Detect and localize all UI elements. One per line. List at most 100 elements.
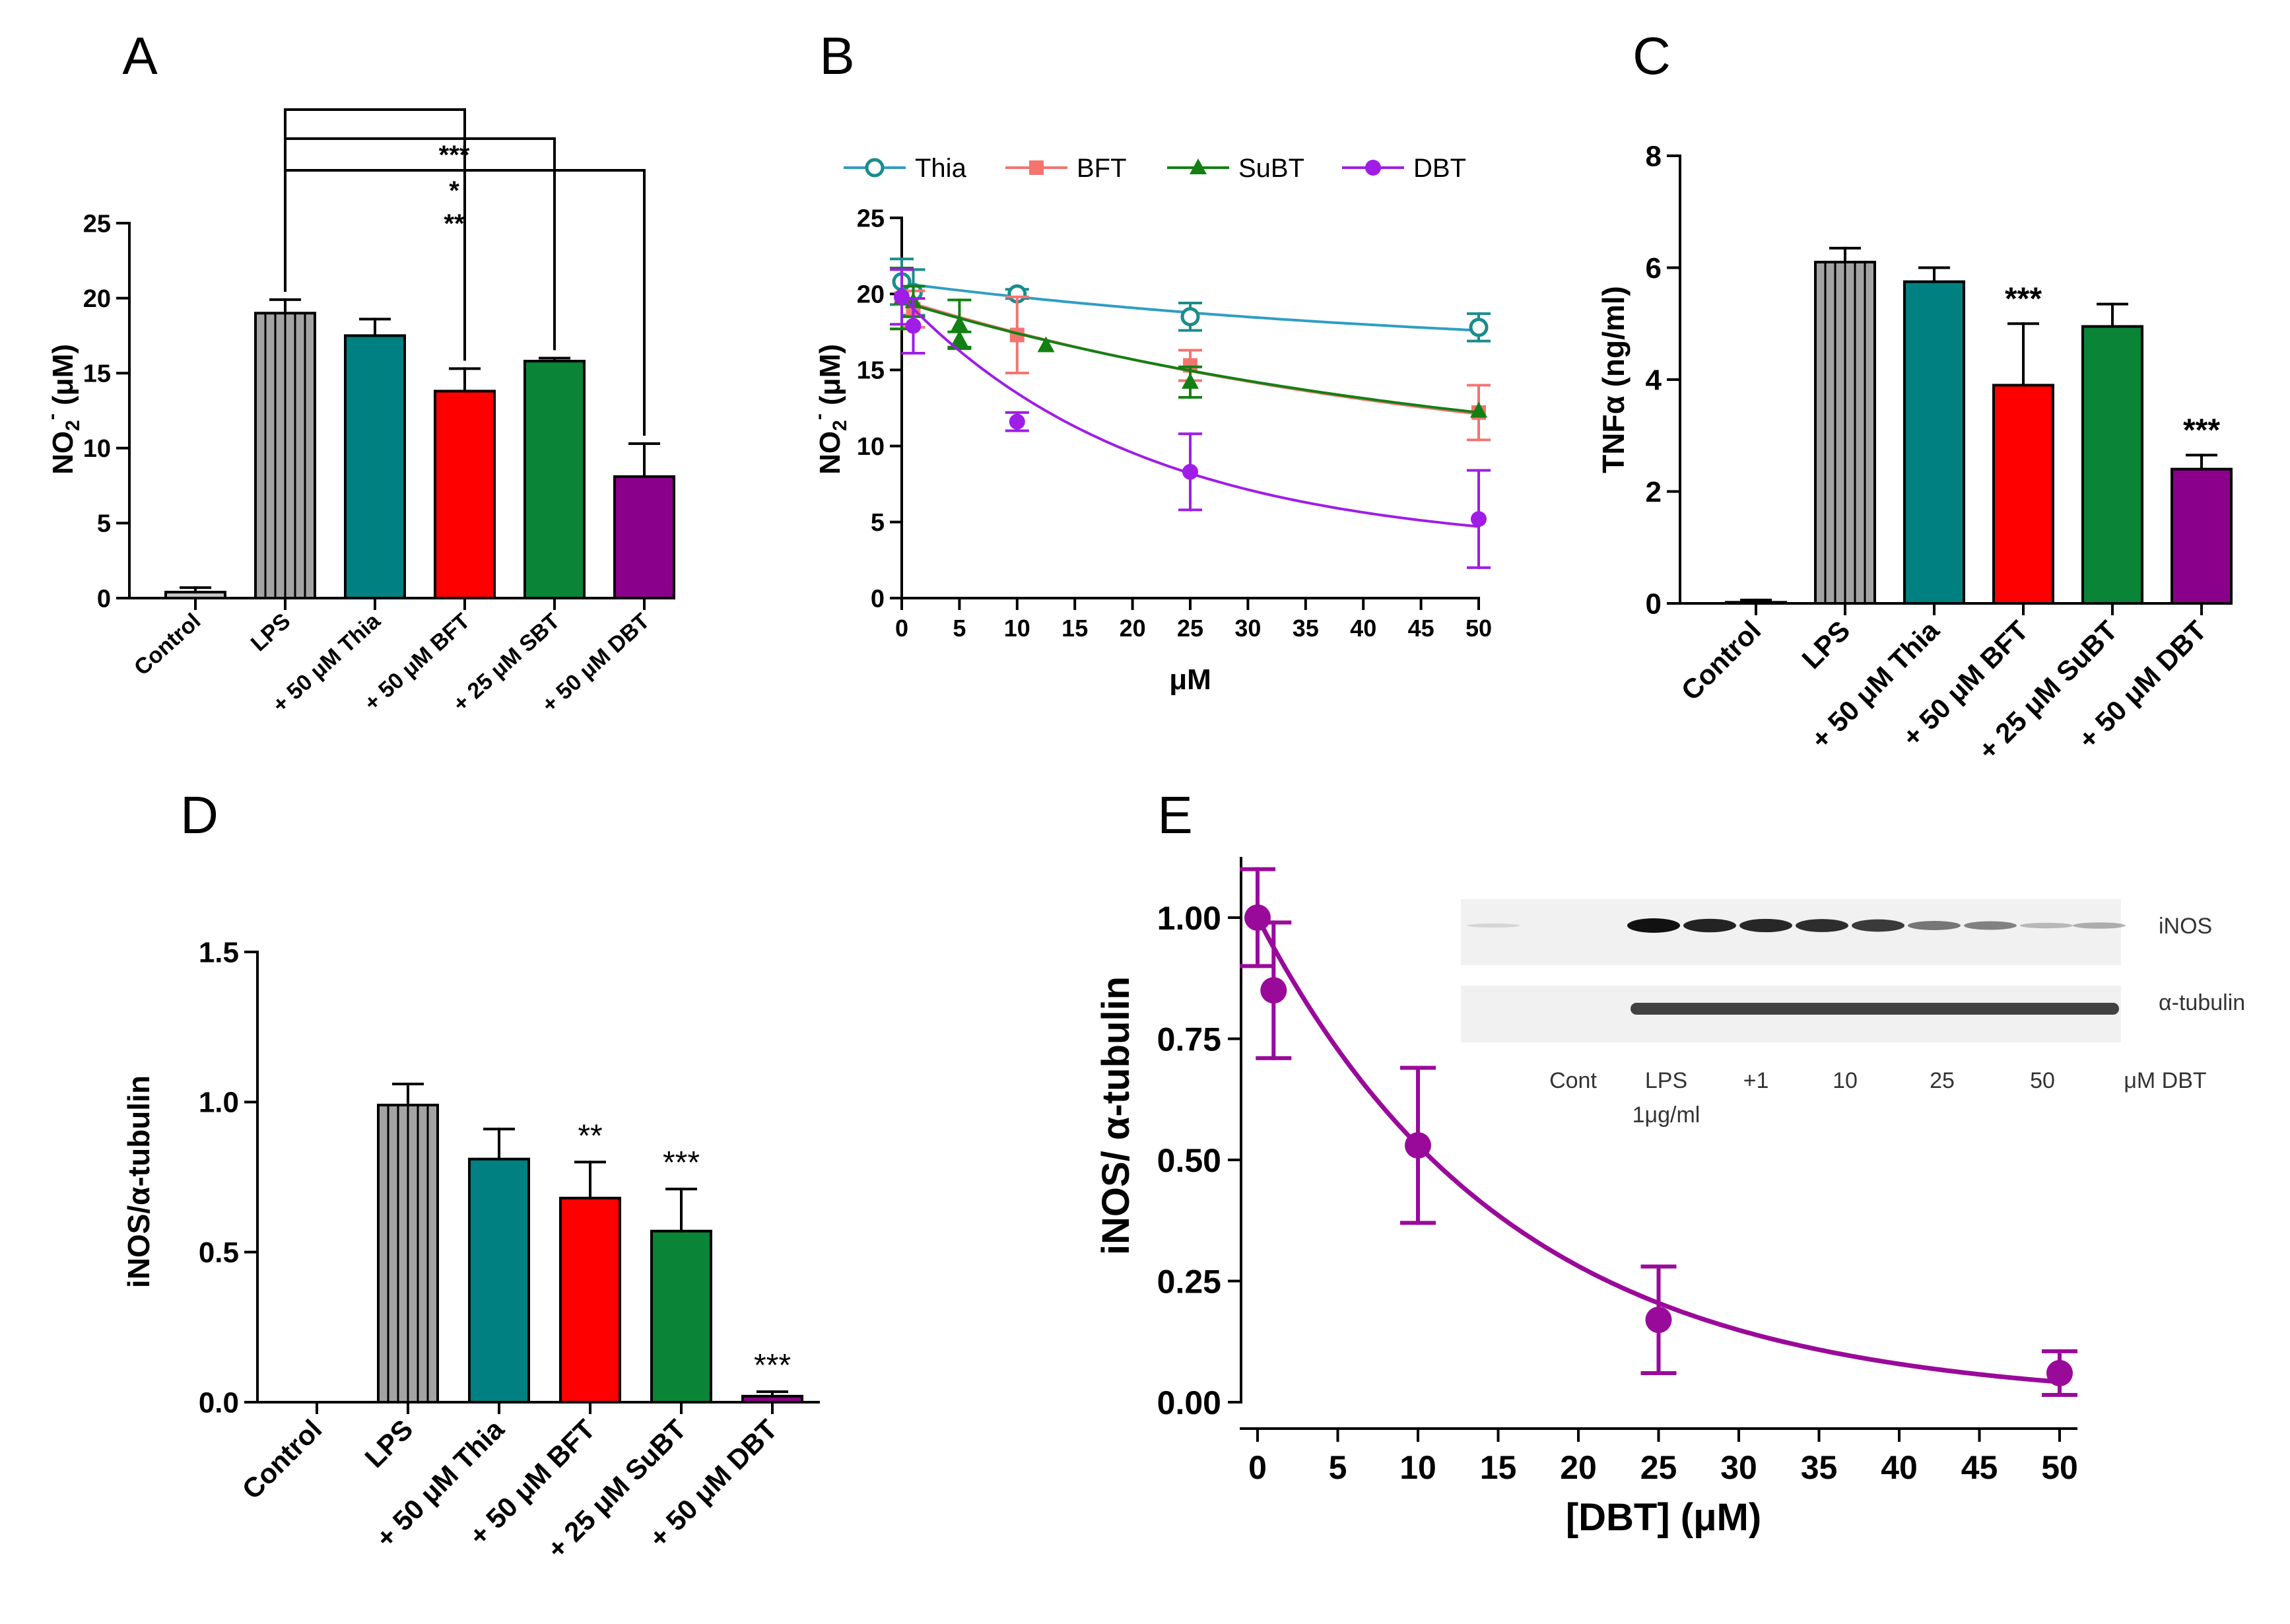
blot-inos-label: iNOS <box>2159 914 2212 939</box>
panel-a-significance: ** <box>444 209 465 238</box>
panel-e-x-tick-label: 35 <box>1801 1449 1838 1486</box>
panel-letter-e: E <box>1157 786 1192 844</box>
panel-b-x-tick-label: 15 <box>1061 615 1088 642</box>
panel-a-y-tick-label: 5 <box>97 510 111 538</box>
panel-a-significance: *** <box>439 141 470 170</box>
panel-b-legend-label: Thia <box>915 154 967 183</box>
panel-b-point-subt <box>951 330 968 347</box>
panel-b-x-tick-label: 5 <box>953 615 966 642</box>
panel-c-y-tick-label: 8 <box>1646 140 1662 172</box>
panel-b-legend-marker <box>865 158 885 178</box>
panel-d-y-tick-label: 1.5 <box>199 936 239 968</box>
panel-d-significance: *** <box>663 1145 700 1180</box>
blot-lane-label: 25 <box>1930 1068 1955 1093</box>
blot-tubulin-label: α-tubulin <box>2159 990 2245 1015</box>
blot-inos-band <box>1683 918 1736 933</box>
panel-a-bar-4 <box>523 360 586 599</box>
panel-e-x-tick-label: 20 <box>1560 1449 1597 1486</box>
panel-a-bar-5 <box>613 475 675 600</box>
panel-b-y-tick-label: 5 <box>871 509 885 537</box>
panel-a-category-label: LPS <box>246 609 296 656</box>
panel-d-bar-3 <box>559 1196 621 1404</box>
blot-inos-band <box>1796 919 1848 932</box>
panel-b-legend-marker <box>1029 160 1044 175</box>
panel-e-x-tick-label: 45 <box>1961 1449 1998 1486</box>
panel-e-y-label: iNOS/ α-tubulin <box>1094 976 1137 1255</box>
panel-b-y-tick-label: 15 <box>857 357 885 385</box>
panel-e-x-tick-label: 15 <box>1480 1449 1517 1486</box>
panel-a-significance: * <box>449 176 459 205</box>
panel-b-point-thia <box>1180 307 1200 327</box>
panel-letter-b: B <box>819 26 854 85</box>
panel-c-y-label: TNFα (ng/ml) <box>1596 286 1631 473</box>
panel-e-x-label: [DBT] (μM) <box>1566 1496 1761 1539</box>
panel-d-y-tick-label: 1.0 <box>199 1087 239 1119</box>
panel-b-x-tick-label: 30 <box>1234 615 1261 642</box>
panel-e-y-tick-label: 1.00 <box>1157 900 1221 937</box>
blot-tubulin-band <box>1631 1003 2119 1015</box>
panel-b-point-dbt <box>1182 463 1198 480</box>
panel-b-y-tick-label: 10 <box>857 433 885 461</box>
panel-e-x-tick-label: 0 <box>1248 1449 1267 1486</box>
panel-b-y-label-unit: (μM) <box>814 344 846 413</box>
blot-inos-band <box>1964 921 2017 930</box>
panel-b-point-dbt <box>905 318 922 334</box>
panel-b-legend-label: DBT <box>1413 154 1466 183</box>
blot-lane-label: Cont <box>1549 1068 1597 1093</box>
panel-b-x-tick-label: 10 <box>1004 615 1030 642</box>
panel-b-point-dbt <box>1471 511 1487 527</box>
panel-b-y-tick-label: 20 <box>857 281 885 309</box>
panel-a-y-label-sup: - <box>41 413 63 420</box>
panel-e-y-tick-label: 0.75 <box>1157 1021 1221 1058</box>
panel-a-y-label-main: NO <box>47 431 79 475</box>
panel-e-point <box>1645 1306 1672 1334</box>
panel-b-legend-marker <box>1190 158 1207 174</box>
panel-b-y-label-sub: 2 <box>829 420 851 431</box>
panel-a-y-tick-label: 10 <box>83 435 111 463</box>
panel-b-point-subt <box>1182 372 1199 389</box>
panel-b-legend-marker <box>1365 160 1381 176</box>
panel-b-point-dbt <box>1009 413 1025 430</box>
panel-b-x-tick-label: 45 <box>1408 615 1434 642</box>
panel-d-bar-4 <box>650 1229 712 1404</box>
panel-b-point-thia <box>1469 318 1489 337</box>
panel-c-y-tick-label: 2 <box>1646 476 1662 508</box>
panel-d-category-label: Control <box>236 1413 328 1505</box>
panel-b-y-label-sup: - <box>808 413 830 420</box>
panel-e-point <box>1260 977 1287 1004</box>
panel-e-x-tick-label: 50 <box>2041 1449 2078 1486</box>
panel-d-bar-2 <box>468 1157 530 1404</box>
panel-e-y-tick-label: 0.50 <box>1157 1142 1221 1179</box>
panel-letter-c: C <box>1633 26 1671 85</box>
panel-b-x-tick-label: 25 <box>1177 615 1203 642</box>
panel-c-y-tick-label: 0 <box>1646 588 1662 620</box>
panel-b-x-tick-label: 50 <box>1465 615 1492 642</box>
panel-d-y-tick-label: 0.5 <box>199 1236 239 1269</box>
panel-b-point-dbt <box>894 288 910 305</box>
panel-b-legend-label: BFT <box>1077 154 1127 183</box>
panel-e-x-tick-label: 10 <box>1399 1449 1436 1486</box>
blot-inos-band <box>2073 922 2126 929</box>
panel-c-bar-4 <box>2081 325 2143 605</box>
panel-letter-a: A <box>122 26 158 85</box>
panel-b-point-subt <box>1470 401 1487 418</box>
panel-b-y-tick-label: 0 <box>871 585 885 613</box>
panel-e-y-tick-label: 0.25 <box>1157 1264 1221 1301</box>
panel-b-y-label-main: NO <box>814 431 846 475</box>
panel-c-bar-5 <box>2171 467 2233 605</box>
blot-inos-band <box>1467 923 1520 928</box>
blot-lane-label: LPS <box>1645 1068 1687 1093</box>
panel-e-x-tick-label: 25 <box>1640 1449 1677 1486</box>
panel-d-significance: *** <box>754 1348 791 1383</box>
panel-a-bar-3 <box>434 389 496 599</box>
panel-a-y-tick-label: 15 <box>83 360 111 388</box>
panel-c-bar-2 <box>1903 280 1965 605</box>
blot-lane-label: 10 <box>1833 1068 1858 1093</box>
blot-inos-band <box>1739 918 1792 933</box>
panel-d-y-tick-label: 0.0 <box>199 1386 239 1419</box>
panel-a-y-label-sub: 2 <box>62 420 84 431</box>
blot-lane-label: 50 <box>2030 1068 2055 1093</box>
panel-b-x-label: μM <box>1169 663 1211 696</box>
